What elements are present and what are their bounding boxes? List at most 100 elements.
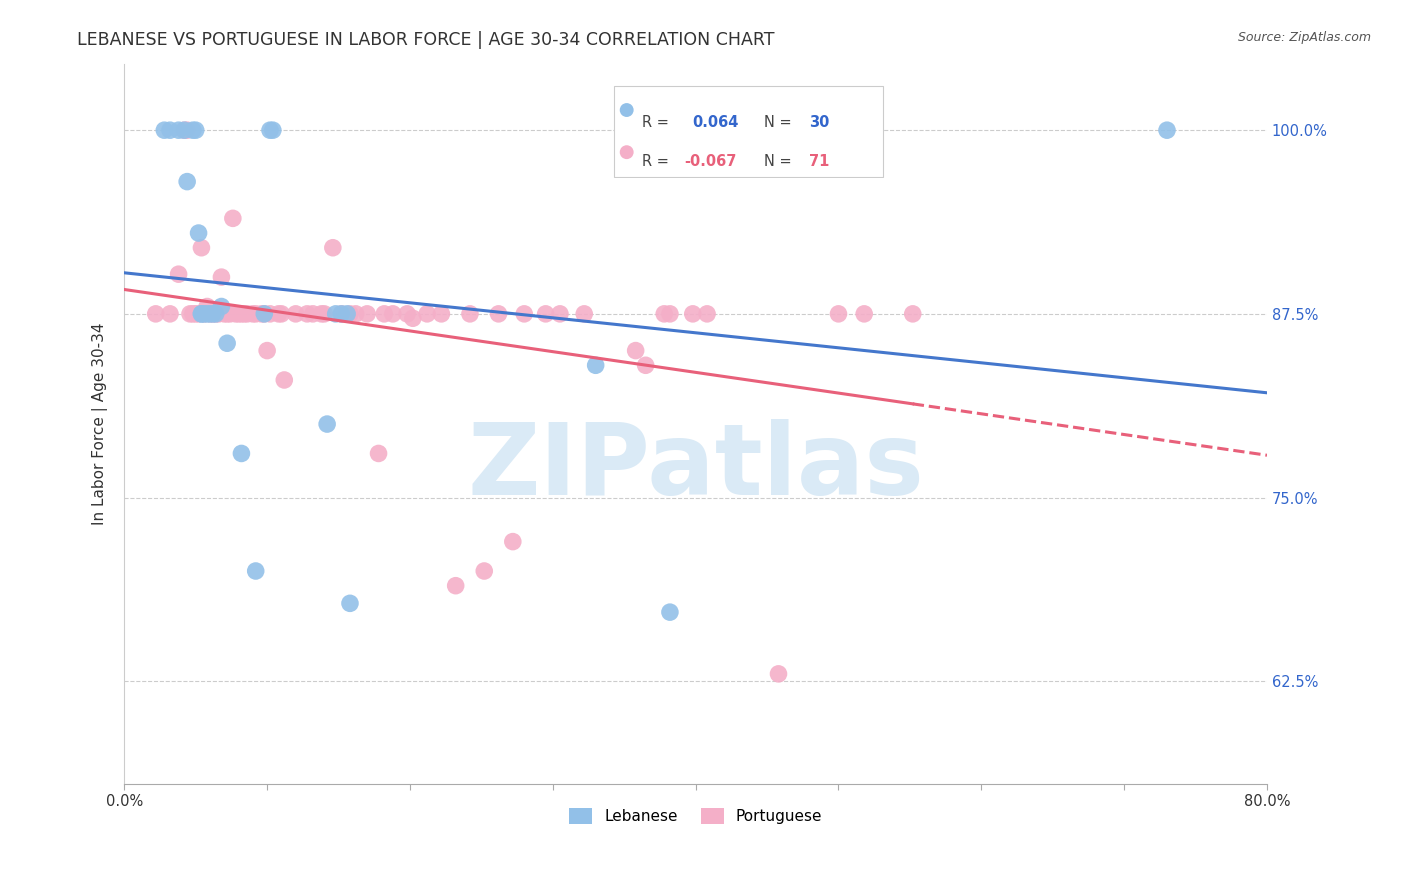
Point [548,307,571,321]
Point [167,123,190,137]
Point [225,307,247,321]
Point [853,307,876,321]
Point [284,307,307,321]
Point [236,307,259,321]
Text: 0.064: 0.064 [693,115,740,129]
Point [696,307,718,321]
Point [488,307,510,321]
Point [176,123,198,137]
Point [190,307,212,321]
Point [231,307,253,321]
Point [458,307,481,321]
Point [207,307,229,321]
FancyBboxPatch shape [614,86,883,178]
Text: LEBANESE VS PORTUGUESE IN LABOR FORCE | AGE 30-34 CORRELATION CHART: LEBANESE VS PORTUGUESE IN LABOR FORCE | … [77,31,775,49]
Point [339,596,361,610]
Point [184,307,207,321]
Text: R =: R = [641,154,669,169]
Point [901,307,924,321]
Point [416,307,439,321]
Point [145,307,167,321]
Point [209,270,232,285]
Point [302,307,325,321]
Point [173,123,195,137]
Point [259,123,281,137]
Point [262,123,284,137]
Point [534,307,557,321]
Point [198,307,221,321]
Point [367,446,389,460]
Point [616,103,638,117]
Point [217,307,239,321]
Point [295,307,318,321]
Point [396,307,419,321]
Point [270,307,292,321]
Point [198,307,221,321]
Point [827,307,849,321]
Point [373,307,395,321]
Point [214,307,236,321]
Point [658,307,681,321]
Point [242,307,264,321]
Point [768,666,790,681]
Point [273,373,295,387]
Point [159,307,181,321]
Text: 30: 30 [808,115,830,129]
Point [253,307,276,321]
Point [217,336,239,351]
Point [339,307,361,321]
Point [201,307,224,321]
Y-axis label: In Labor Force | Age 30-34: In Labor Force | Age 30-34 [93,323,108,525]
Point [245,564,267,578]
Point [513,307,536,321]
Point [209,300,232,314]
Point [259,307,281,321]
Point [181,123,204,137]
Point [201,307,224,321]
Point [430,307,453,321]
Point [624,343,647,358]
Point [253,307,276,321]
Point [381,307,404,321]
Text: ZIPatlas: ZIPatlas [467,418,924,516]
Legend: Lebanese, Portuguese: Lebanese, Portuguese [562,802,828,830]
Point [336,307,359,321]
Point [344,307,367,321]
Point [585,359,607,373]
Point [204,307,226,321]
Point [325,307,347,321]
Point [267,307,290,321]
Point [195,307,218,321]
Point [356,307,378,321]
Point [311,307,333,321]
Point [187,307,209,321]
Point [167,267,190,281]
Point [179,307,201,321]
Point [444,579,467,593]
Point [233,307,256,321]
Text: N =: N = [763,115,792,129]
Point [193,307,215,321]
Point [173,123,195,137]
Point [195,300,218,314]
Text: N =: N = [763,154,792,169]
Point [228,307,250,321]
Point [256,343,278,358]
Point [330,307,353,321]
Point [181,307,204,321]
Point [322,241,344,255]
Point [574,307,596,321]
Point [314,307,336,321]
Text: R =: R = [641,115,669,129]
Point [190,241,212,255]
Point [402,311,425,326]
Point [652,307,675,321]
Point [330,307,353,321]
Point [316,417,339,431]
Point [153,123,176,137]
Point [187,226,209,240]
Point [616,145,638,160]
Point [250,307,273,321]
Point [231,446,253,460]
Point [472,564,495,578]
